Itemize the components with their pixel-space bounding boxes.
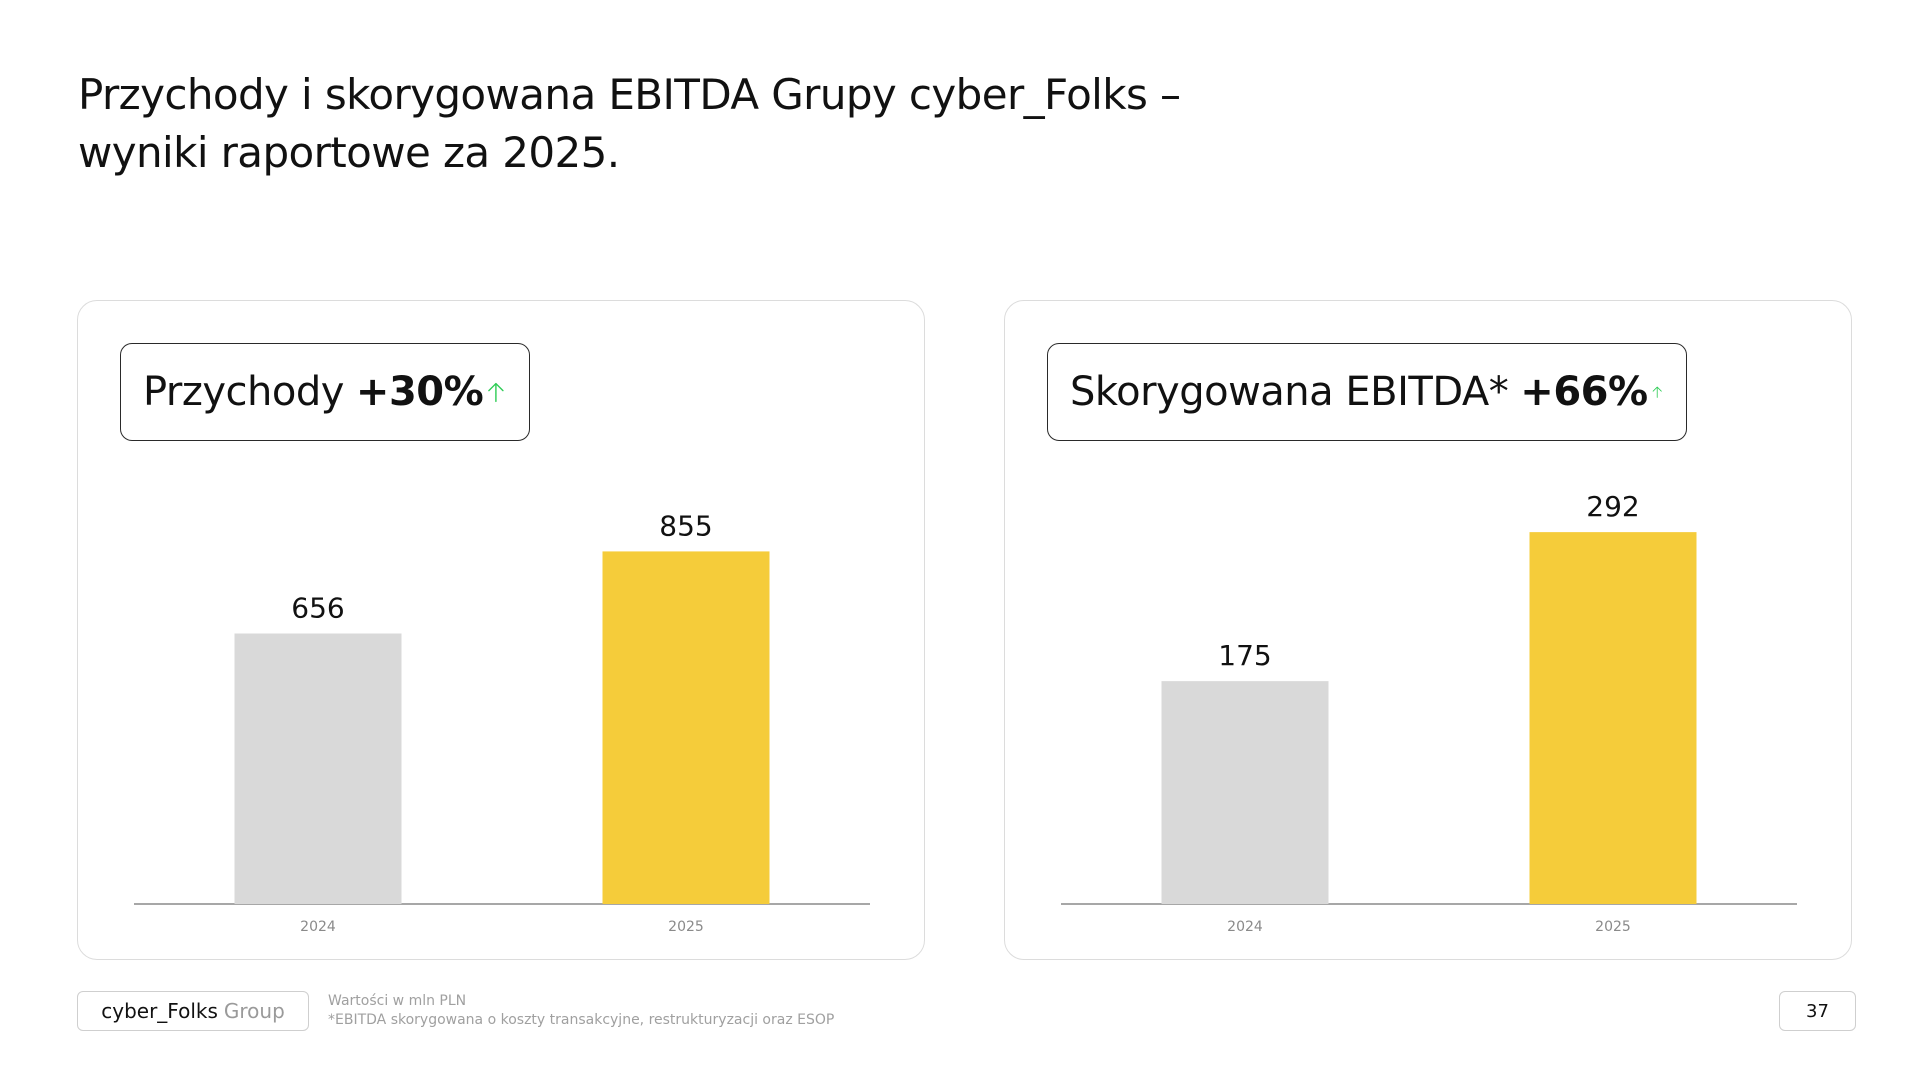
ebitda-chart-title: Skorygowana EBITDA* xyxy=(1070,369,1509,415)
ebitda-bar-chart: 175 2024 292 2025 xyxy=(1061,490,1797,935)
footnotes: Wartości w mln PLN *EBITDA skorygowana o… xyxy=(328,992,834,1030)
page-number: 37 xyxy=(1779,991,1856,1031)
arrow-up-icon xyxy=(1652,386,1662,398)
brand-logo: cyber_Folks Group xyxy=(77,991,309,1031)
revenue-bar-chart: 656 2024 855 2025 xyxy=(134,509,870,935)
revenue-bar-2024 xyxy=(234,633,402,904)
revenue-chart-card: Przychody +30% 656 2024 855 2025 xyxy=(77,300,925,960)
revenue-chart-header: Przychody +30% xyxy=(120,343,530,441)
ebitda-chart-header: Skorygowana EBITDA* +66% xyxy=(1047,343,1687,441)
ebitda-bar-2025 xyxy=(1529,532,1697,904)
ebitda-chart-card: Skorygowana EBITDA* +66% 175 2024 292 2025 xyxy=(1004,300,1852,960)
revenue-tick-label-2024: 2024 xyxy=(300,919,336,935)
revenue-bar-2025 xyxy=(602,551,770,904)
revenue-tick-label-2025: 2025 xyxy=(668,919,704,935)
revenue-change-value: +30% xyxy=(355,369,484,415)
ebitda-bar-2024 xyxy=(1161,681,1329,904)
page-title-line-1: Przychody i skorygowana EBITDA Grupy cyb… xyxy=(78,70,1181,119)
revenue-value-label-2025: 855 xyxy=(659,509,712,542)
revenue-chart-title: Przychody xyxy=(143,369,344,415)
brand-suffix: Group xyxy=(223,999,285,1023)
ebitda-change-value: +66% xyxy=(1520,369,1648,415)
ebitda-tick-label-2025: 2025 xyxy=(1595,919,1631,935)
ebitda-value-label-2025: 292 xyxy=(1586,490,1639,523)
page-title-line-2: wyniki raportowe za 2025. xyxy=(78,128,620,177)
footnote-ebitda: *EBITDA skorygowana o koszty transakcyjn… xyxy=(328,1012,835,1028)
ebitda-value-label-2024: 175 xyxy=(1218,639,1271,672)
footnote-units: Wartości w mln PLN xyxy=(328,993,467,1009)
page-title: Przychody i skorygowana EBITDA Grupy cyb… xyxy=(78,66,1278,182)
arrow-up-icon xyxy=(488,382,504,403)
brand-name: cyber_Folks xyxy=(101,999,218,1023)
ebitda-tick-label-2024: 2024 xyxy=(1227,919,1263,935)
revenue-value-label-2024: 656 xyxy=(291,591,344,624)
